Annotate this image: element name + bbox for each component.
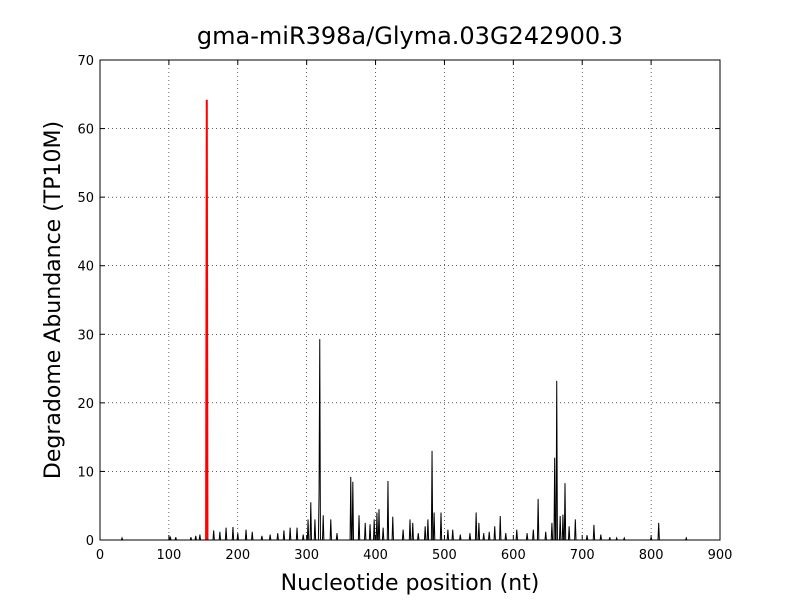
y-tick-label: 40 — [77, 260, 94, 275]
x-tick-label: 600 — [501, 548, 526, 563]
x-tick-label: 300 — [294, 548, 319, 563]
y-tick-label: 70 — [77, 54, 94, 69]
x-tick-label: 0 — [96, 548, 104, 563]
plot-frame — [99, 59, 721, 541]
y-tick-label: 20 — [77, 397, 94, 412]
x-tick-label: 200 — [225, 548, 250, 563]
y-tick-label: 50 — [77, 191, 94, 206]
x-tick-label: 100 — [156, 548, 181, 563]
y-tick-label: 0 — [86, 534, 94, 549]
series-line — [205, 99, 209, 541]
y-axis-label: Degradome Abundance (TP10M) — [41, 121, 66, 479]
x-tick-label: 900 — [708, 548, 733, 563]
x-tick-label: 700 — [570, 548, 595, 563]
y-tick-label: 30 — [77, 328, 94, 343]
y-tick-label: 10 — [77, 465, 94, 480]
chart-title: gma-miR398a/Glyma.03G242900.3 — [197, 22, 623, 50]
x-tick-label: 500 — [432, 548, 457, 563]
y-tick-label: 60 — [77, 123, 94, 138]
x-tick-label: 400 — [363, 548, 388, 563]
x-axis-label: Nucleotide position (nt) — [281, 571, 540, 596]
x-tick-label: 800 — [639, 548, 664, 563]
